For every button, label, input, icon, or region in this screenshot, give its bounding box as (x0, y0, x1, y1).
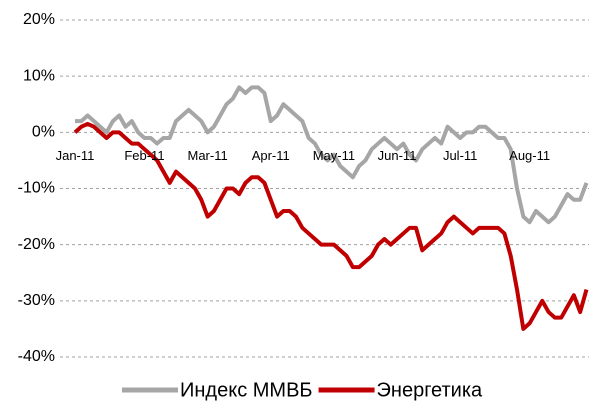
x-tick-label: Jan-11 (56, 148, 95, 163)
y-tick-label: -40% (18, 348, 55, 365)
x-tick-label: Jul-11 (443, 148, 477, 163)
legend-label: Индекс ММВБ (180, 379, 313, 401)
x-tick-label: Aug-11 (509, 148, 550, 163)
y-tick-label: 10% (23, 67, 55, 84)
y-tick-label: -20% (18, 236, 55, 253)
legend-label: Энергетика (377, 379, 484, 401)
series-line (75, 85, 589, 225)
x-tick-label: Feb-11 (124, 148, 164, 163)
y-tick-label: -10% (18, 180, 55, 197)
y-tick-label: -30% (18, 292, 55, 309)
x-tick-label: Apr-11 (252, 148, 290, 163)
y-tick-label: 20% (23, 11, 55, 28)
x-tick-label: Jun-11 (378, 148, 417, 163)
x-tick-label: May-11 (313, 148, 355, 163)
series-line (73, 121, 589, 331)
x-tick-label: Mar-11 (187, 148, 227, 163)
y-tick-label: 0% (32, 124, 55, 141)
